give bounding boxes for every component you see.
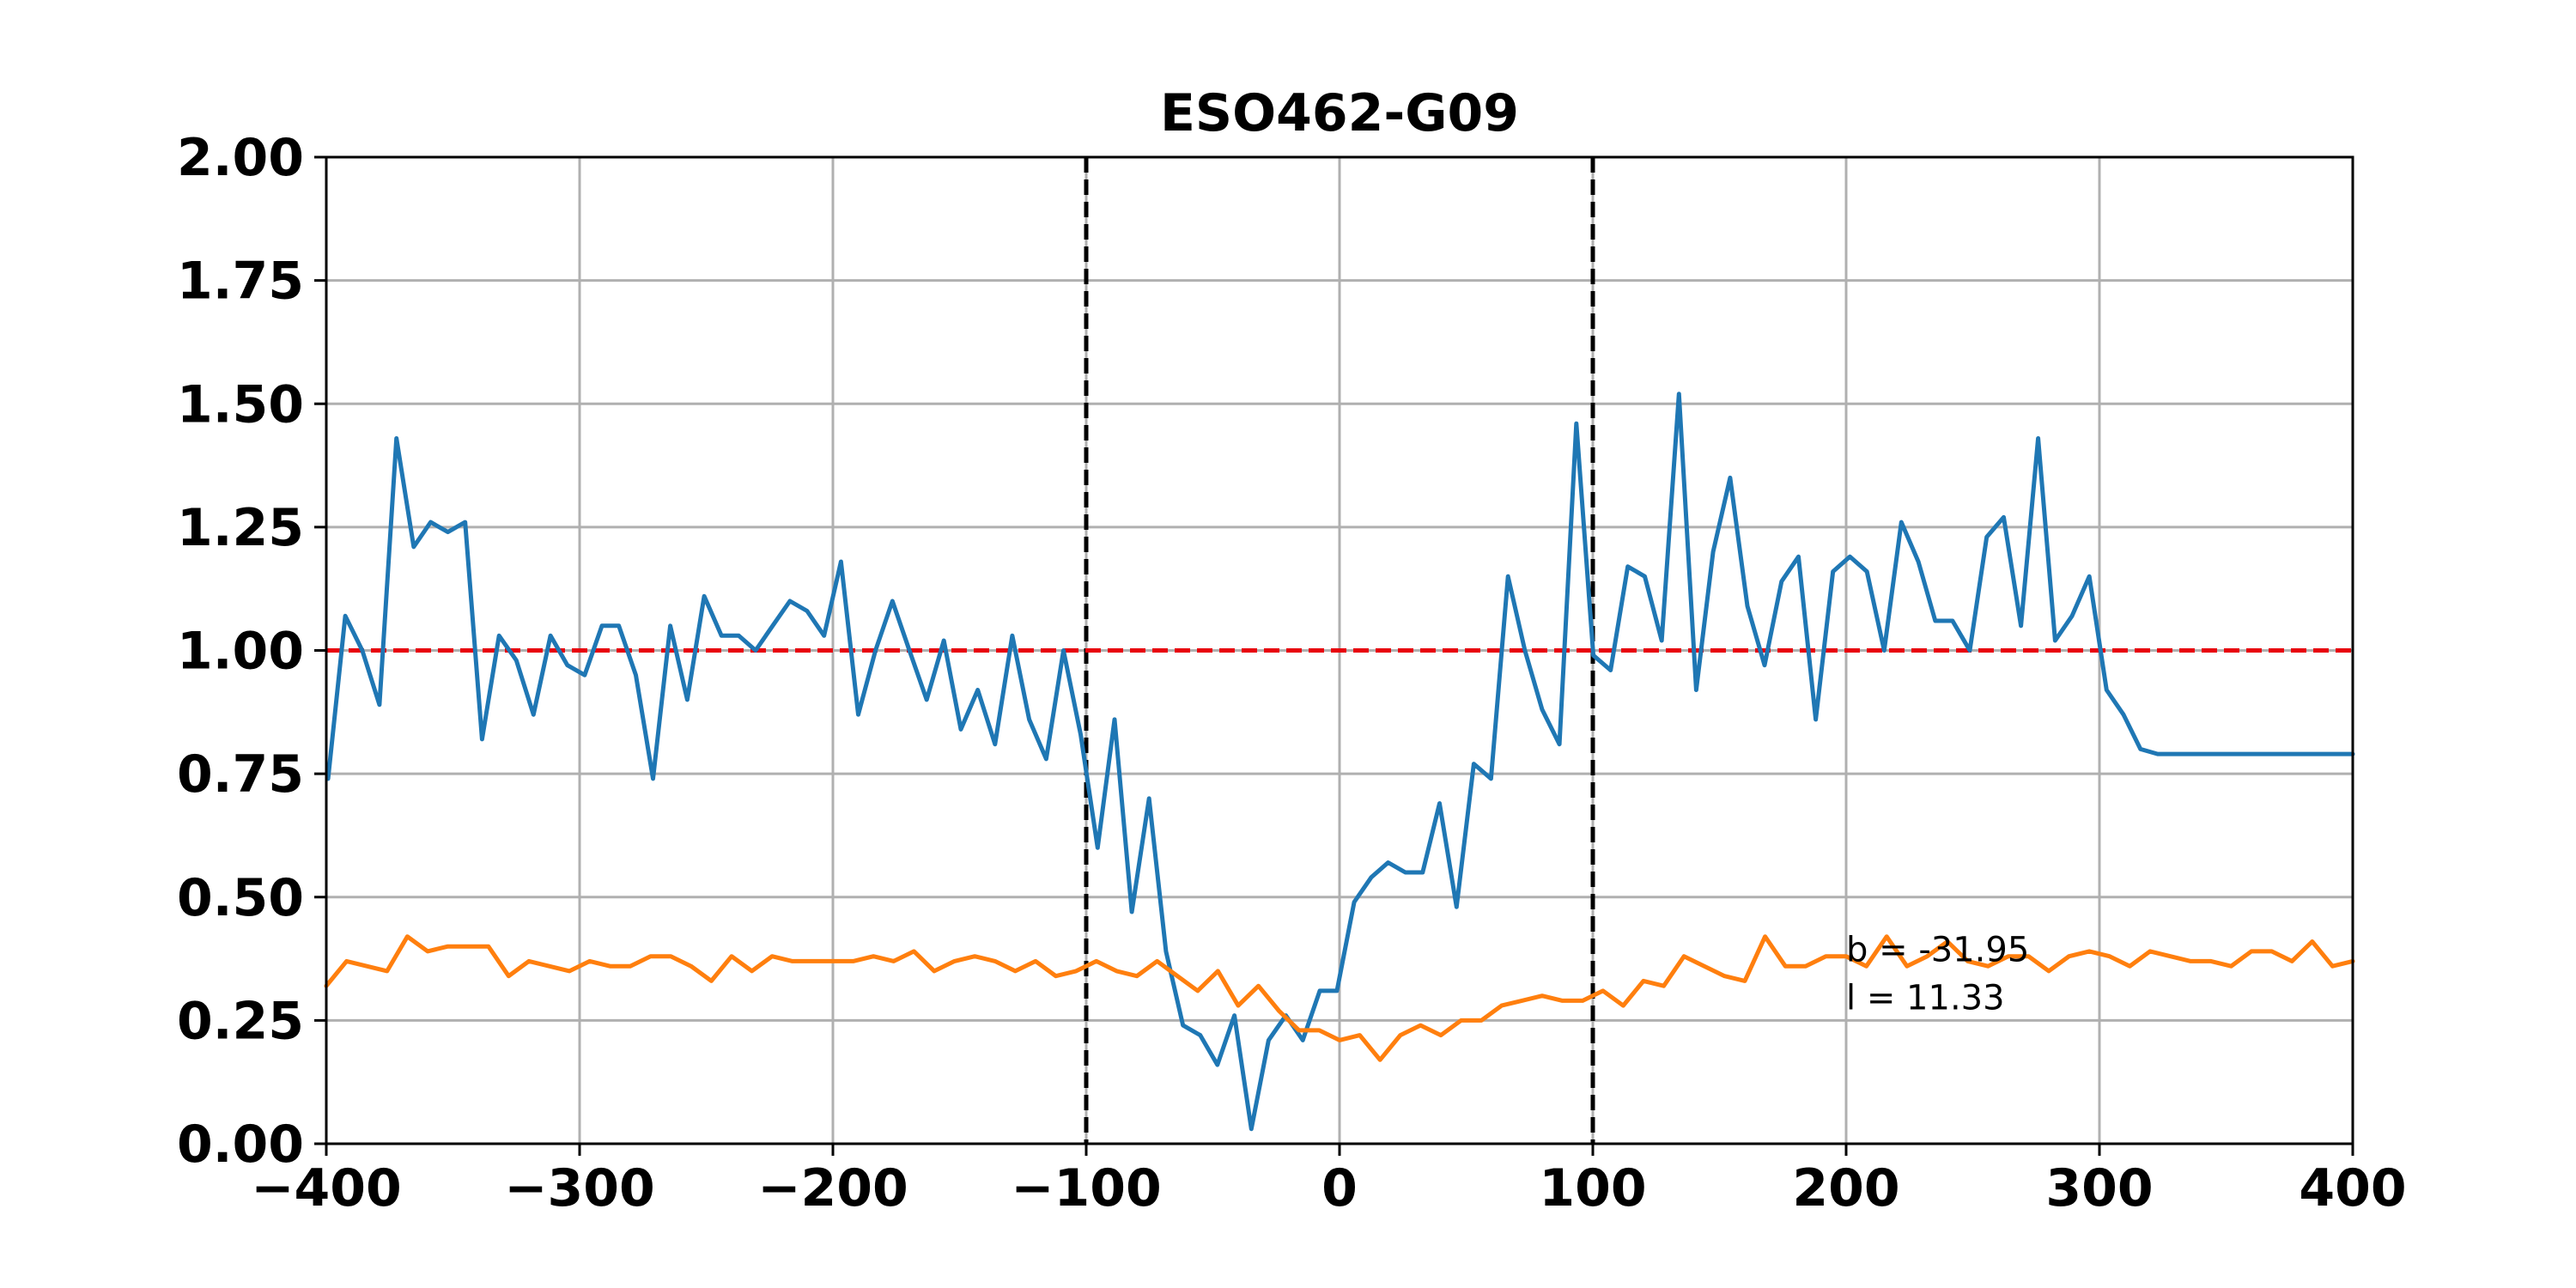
series-line-1: [325, 392, 2355, 1132]
y-tick-label: 1.25: [177, 498, 304, 558]
y-tick-label: 1.75: [177, 252, 304, 312]
annotation-text: l = 11.33: [1846, 978, 2005, 1018]
x-tick-label: 200: [1792, 1158, 1899, 1218]
chart-title: ESO462-G09: [1160, 83, 1519, 143]
x-tick-label: 300: [2045, 1158, 2153, 1218]
x-tick-label: −100: [1011, 1158, 1162, 1218]
x-tick-label: 0: [1321, 1158, 1358, 1218]
y-tick-label: 0.75: [177, 744, 304, 805]
annotations: b = -31.95 l = 11.33: [1846, 930, 2029, 1018]
x-tick-label: 400: [2299, 1158, 2406, 1218]
annotation-text: b = -31.95: [1846, 930, 2029, 969]
y-tick-label: 2.00: [177, 128, 304, 188]
y-tick-label: 1.50: [177, 374, 304, 434]
y-tick-label: 0.00: [177, 1115, 304, 1175]
series-layer: [324, 392, 2355, 1132]
x-tick-label: −400: [251, 1158, 402, 1218]
x-tick-label: −300: [504, 1158, 655, 1218]
y-tick-label: 1.00: [177, 622, 304, 682]
series-line-2: [324, 934, 2355, 1062]
x-tick-label: −200: [757, 1158, 908, 1218]
y-tick-label: 0.50: [177, 868, 304, 928]
y-tick-label: 0.25: [177, 991, 304, 1051]
axis-ticks: −400 −300 −200 −100 0 100 200 300 400 0.00 0.25 0.5…: [177, 128, 2407, 1218]
x-tick-label: 100: [1539, 1158, 1646, 1218]
